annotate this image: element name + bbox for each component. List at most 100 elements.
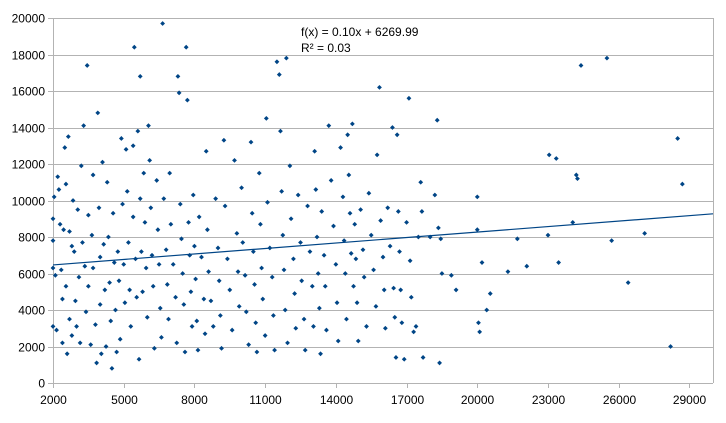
- data-point: [50, 324, 56, 329]
- data-point: [194, 318, 200, 324]
- data-point: [105, 234, 111, 240]
- data-point: [187, 252, 193, 258]
- y-tick-label: 10000: [12, 195, 46, 209]
- data-point: [256, 170, 262, 176]
- data-point: [160, 21, 166, 26]
- data-point: [299, 278, 305, 284]
- data-point: [265, 199, 270, 205]
- data-point: [104, 179, 110, 185]
- data-point: [276, 72, 282, 77]
- data-point: [291, 256, 296, 262]
- data-point: [546, 152, 552, 158]
- data-point: [141, 170, 147, 176]
- data-point: [85, 283, 91, 289]
- data-point: [63, 283, 69, 289]
- data-point: [351, 283, 356, 289]
- data-point: [385, 205, 391, 211]
- data-point: [107, 280, 112, 286]
- data-point: [344, 316, 349, 322]
- data-point: [127, 287, 133, 293]
- data-point: [404, 220, 409, 225]
- data-point: [136, 356, 142, 362]
- x-tick-label: 29000: [673, 393, 707, 407]
- data-point: [64, 351, 70, 357]
- data-point: [181, 302, 187, 307]
- data-point: [352, 221, 358, 227]
- data-point: [355, 338, 361, 344]
- data-point: [374, 152, 380, 158]
- data-point: [143, 265, 149, 271]
- data-point: [124, 188, 130, 194]
- data-point: [371, 267, 376, 273]
- data-point: [182, 349, 188, 355]
- data-point: [115, 249, 121, 254]
- data-point: [505, 269, 511, 275]
- data-point: [346, 172, 352, 178]
- data-point: [163, 247, 169, 253]
- data-point: [331, 223, 336, 229]
- data-point: [101, 241, 107, 247]
- data-point: [322, 283, 328, 289]
- data-point: [338, 145, 343, 150]
- x-tick-label: 14000: [320, 393, 354, 407]
- data-point: [642, 230, 648, 236]
- data-point: [69, 243, 75, 249]
- data-point: [609, 238, 615, 244]
- tick-labels: 0 2000 4000 6000 8000 10000 12000 14000 16000 180…: [12, 12, 707, 408]
- x-tick-label: 26000: [603, 393, 637, 407]
- data-point: [393, 355, 399, 360]
- data-point: [427, 234, 433, 240]
- data-point: [140, 289, 145, 295]
- data-point: [60, 340, 65, 346]
- x-tick-label: 8000: [181, 393, 208, 407]
- axes: [48, 18, 714, 388]
- data-point: [227, 287, 233, 293]
- data-point: [133, 256, 138, 262]
- data-point: [578, 63, 584, 68]
- data-point: [157, 305, 163, 311]
- data-point: [154, 178, 160, 183]
- data-point: [260, 296, 266, 302]
- data-point: [50, 238, 56, 244]
- trendline: [52, 213, 714, 266]
- data-point: [345, 132, 351, 138]
- data-point: [50, 265, 56, 271]
- data-point: [239, 185, 244, 191]
- data-point: [100, 159, 105, 165]
- data-point: [364, 324, 369, 329]
- data-point: [399, 320, 405, 326]
- data-point: [120, 201, 125, 207]
- data-point: [347, 210, 353, 216]
- data-point: [108, 318, 114, 324]
- data-point: [113, 307, 118, 313]
- data-point: [63, 181, 69, 187]
- data-point: [213, 196, 219, 202]
- data-point: [272, 347, 277, 353]
- data-point: [201, 296, 207, 302]
- data-point: [96, 205, 102, 211]
- data-point: [248, 139, 254, 145]
- data-point: [221, 137, 227, 143]
- data-point: [354, 300, 360, 306]
- data-point: [89, 232, 95, 238]
- data-point: [82, 263, 88, 269]
- data-point: [117, 336, 123, 342]
- data-point: [137, 74, 143, 79]
- y-tick-label: 18000: [12, 49, 46, 63]
- data-point: [514, 236, 520, 242]
- data-point: [419, 209, 425, 214]
- data-point: [69, 333, 75, 338]
- data-point: [78, 163, 84, 169]
- data-point: [246, 342, 252, 348]
- data-point: [130, 143, 136, 149]
- data-point: [259, 265, 265, 271]
- y-tick-label: 0: [38, 377, 45, 391]
- data-point: [95, 110, 101, 116]
- data-point: [166, 316, 171, 322]
- data-point: [235, 269, 241, 275]
- data-point: [116, 278, 122, 284]
- data-point: [134, 294, 140, 300]
- y-tick-label: 4000: [18, 304, 45, 318]
- y-tick-label: 6000: [18, 268, 45, 282]
- data-point: [128, 324, 134, 329]
